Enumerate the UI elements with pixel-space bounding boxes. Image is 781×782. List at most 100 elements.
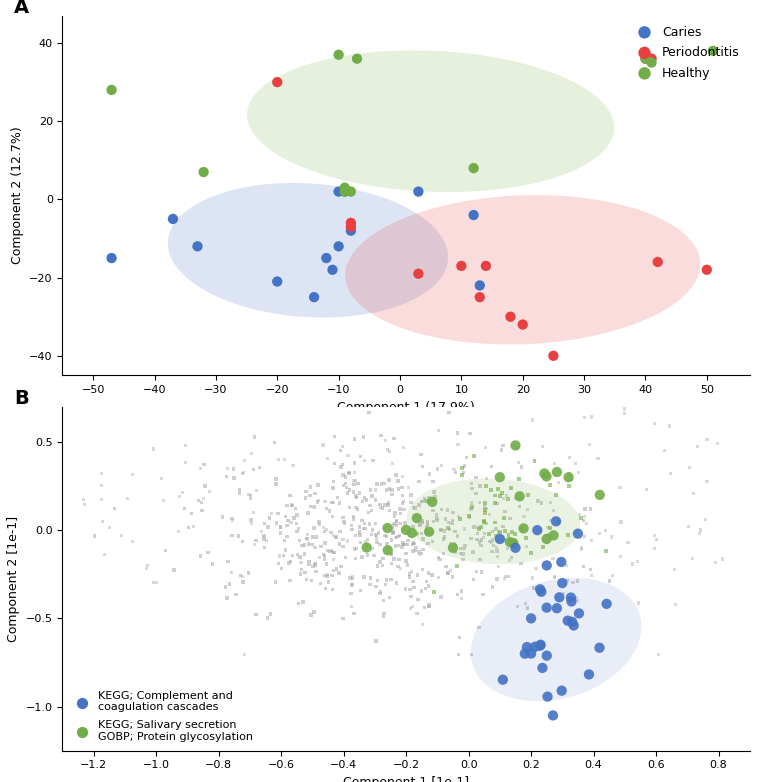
Point <box>301 528 314 540</box>
Point <box>280 519 293 532</box>
Point <box>396 541 408 554</box>
Point <box>542 529 555 541</box>
Point <box>423 579 435 592</box>
Point <box>415 527 428 540</box>
Point <box>547 553 559 565</box>
Point <box>382 499 394 511</box>
Point <box>77 493 89 506</box>
Point <box>499 505 512 518</box>
Point <box>498 525 511 537</box>
Point <box>716 553 729 565</box>
Point <box>449 466 462 479</box>
Point <box>605 531 618 543</box>
Point <box>487 539 500 551</box>
Point <box>415 448 427 461</box>
Point <box>701 434 713 447</box>
Caries <box>271 275 284 288</box>
Point <box>234 487 246 500</box>
Point <box>486 581 498 594</box>
Point <box>304 481 316 493</box>
Point <box>465 477 478 490</box>
Point <box>483 536 496 548</box>
Point <box>423 526 435 538</box>
Periodontitis <box>639 52 651 65</box>
Point <box>548 457 561 470</box>
Point <box>410 529 423 541</box>
Healthy <box>198 166 210 178</box>
Point <box>435 591 448 604</box>
Point <box>368 549 380 561</box>
Point <box>151 576 163 588</box>
Periodontitis <box>547 350 560 362</box>
Point <box>347 570 359 583</box>
Point <box>258 533 270 545</box>
Point <box>479 504 491 516</box>
Point <box>333 538 346 551</box>
Point <box>405 497 417 509</box>
Point <box>287 499 299 511</box>
Point <box>505 482 517 494</box>
Point <box>291 525 303 537</box>
Point <box>366 529 378 541</box>
Point <box>268 436 280 449</box>
Point <box>408 581 420 594</box>
Point <box>327 529 340 542</box>
Point <box>529 640 541 653</box>
Point <box>301 507 314 519</box>
Point <box>423 496 435 508</box>
Point <box>694 524 707 536</box>
Point <box>420 521 433 533</box>
Point <box>669 598 682 611</box>
Point <box>576 541 588 554</box>
Point <box>362 548 374 561</box>
Point <box>347 475 359 487</box>
Point <box>366 524 379 536</box>
Point <box>317 522 330 534</box>
Point <box>244 489 257 501</box>
Point <box>562 615 574 627</box>
Point <box>520 532 533 544</box>
Point <box>269 473 282 486</box>
Point <box>584 564 597 576</box>
Point <box>584 503 597 515</box>
Point <box>578 511 590 523</box>
Point <box>369 484 381 497</box>
Point <box>497 439 509 452</box>
Point <box>387 526 399 539</box>
Point <box>379 499 391 511</box>
Point <box>619 407 631 420</box>
Point <box>396 497 408 510</box>
Point <box>187 520 200 533</box>
Point <box>365 483 377 496</box>
Point <box>442 567 455 579</box>
Point <box>394 503 406 515</box>
Point <box>386 522 398 534</box>
Point <box>400 555 412 568</box>
Point <box>426 504 439 517</box>
Point <box>194 462 207 475</box>
Point <box>248 431 261 443</box>
Point <box>580 518 593 530</box>
Point <box>407 575 419 587</box>
Point <box>632 597 644 609</box>
Point <box>383 591 395 604</box>
Point <box>603 575 615 587</box>
Point <box>347 510 359 522</box>
Point <box>437 547 450 560</box>
Point <box>522 489 534 501</box>
Point <box>525 612 537 625</box>
Point <box>366 454 379 467</box>
Point <box>398 495 410 508</box>
Point <box>394 518 406 530</box>
Caries <box>326 264 339 276</box>
Point <box>480 507 492 519</box>
Point <box>358 522 371 535</box>
Point <box>477 531 490 543</box>
Legend: Caries, Periodontitis, Healthy: Caries, Periodontitis, Healthy <box>628 22 744 84</box>
Point <box>555 684 568 697</box>
Point <box>312 516 325 529</box>
Point <box>277 549 290 561</box>
Point <box>452 648 465 661</box>
Point <box>246 517 259 529</box>
Point <box>198 458 210 471</box>
